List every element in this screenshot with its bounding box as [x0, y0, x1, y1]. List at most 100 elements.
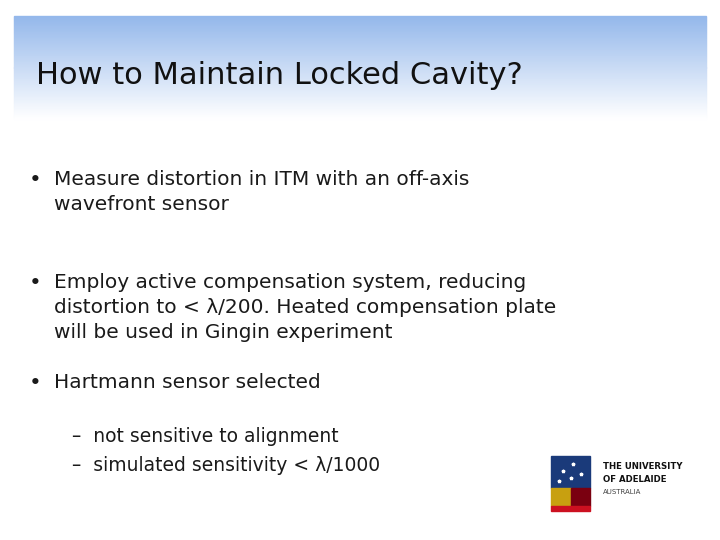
Bar [14, 49, 706, 50]
Text: Employ active compensation system, reducing
distortion to < λ/200. Heated compen: Employ active compensation system, reduc… [54, 273, 557, 342]
Text: OF ADELAIDE: OF ADELAIDE [603, 475, 667, 484]
Bar [14, 21, 706, 22]
Bar [14, 26, 706, 28]
Bar [14, 34, 706, 35]
Bar [14, 32, 706, 33]
Bar [14, 72, 706, 73]
Bar [14, 84, 706, 85]
Bar [14, 54, 706, 55]
Text: –  not sensitive to alignment: – not sensitive to alignment [72, 427, 338, 446]
Bar [14, 51, 706, 52]
Bar [14, 25, 706, 26]
Text: How to Maintain Locked Cavity?: How to Maintain Locked Cavity? [36, 61, 523, 90]
Bar [14, 81, 706, 82]
Bar [14, 86, 706, 87]
Bar [14, 17, 706, 18]
Bar [14, 70, 706, 71]
Bar [14, 52, 706, 53]
Text: Hartmann sensor selected: Hartmann sensor selected [54, 373, 320, 392]
Text: •: • [29, 373, 42, 393]
Bar [14, 37, 706, 38]
Bar [14, 111, 706, 112]
Bar [14, 93, 706, 94]
Text: –  simulated sensitivity < λ/1000: – simulated sensitivity < λ/1000 [72, 456, 380, 475]
Bar [14, 76, 706, 77]
Text: THE UNIVERSITY: THE UNIVERSITY [603, 462, 683, 470]
Bar [14, 95, 706, 96]
Bar [14, 68, 706, 69]
Bar [14, 101, 706, 102]
Bar [14, 48, 706, 49]
Bar [14, 16, 706, 17]
Polygon shape [571, 488, 590, 506]
Bar [14, 38, 706, 39]
Bar [14, 92, 706, 93]
Bar [14, 47, 706, 48]
Bar [14, 80, 706, 81]
Bar [14, 50, 706, 51]
Bar [14, 88, 706, 89]
Bar [14, 77, 706, 78]
Bar [14, 62, 706, 63]
Bar [14, 109, 706, 110]
Bar [14, 89, 706, 90]
Bar [14, 72, 706, 73]
Bar [14, 35, 706, 36]
Bar [14, 19, 706, 21]
Bar [14, 114, 706, 116]
Bar [14, 31, 706, 32]
Bar [14, 85, 706, 86]
Bar [14, 69, 706, 70]
Bar [14, 23, 706, 24]
Bar [14, 79, 706, 80]
Bar [14, 91, 706, 92]
Bar [14, 24, 706, 25]
Bar [14, 30, 706, 31]
Bar [14, 29, 706, 30]
Bar [14, 97, 706, 98]
Bar [14, 43, 706, 44]
Bar [14, 105, 706, 106]
Bar [14, 36, 706, 37]
Bar [14, 118, 706, 119]
Polygon shape [551, 488, 571, 506]
Bar [14, 104, 706, 105]
Bar [14, 78, 706, 79]
Bar [14, 100, 706, 101]
Bar [14, 40, 706, 41]
Bar [14, 71, 706, 72]
Bar [14, 87, 706, 88]
Bar [14, 73, 706, 75]
Bar [14, 96, 706, 97]
Bar [14, 65, 706, 66]
Bar [14, 59, 706, 60]
Bar [14, 60, 706, 62]
Bar [14, 106, 706, 107]
Bar [14, 107, 706, 109]
Polygon shape [551, 506, 590, 511]
Bar [14, 112, 706, 113]
Bar [14, 110, 706, 111]
Bar [14, 28, 706, 29]
Text: AUSTRALIA: AUSTRALIA [603, 489, 642, 496]
Bar [14, 39, 706, 40]
Bar [14, 99, 706, 100]
Bar [14, 42, 706, 43]
Bar [14, 90, 706, 91]
Text: •: • [29, 273, 42, 293]
Bar [14, 116, 706, 117]
Bar [14, 55, 706, 56]
Text: •: • [29, 170, 42, 190]
Bar [14, 98, 706, 99]
Bar [14, 82, 706, 83]
Bar [14, 57, 706, 58]
Bar [14, 117, 706, 118]
Bar [14, 94, 706, 95]
Bar [14, 22, 706, 23]
Bar [14, 53, 706, 54]
Polygon shape [551, 456, 590, 488]
Text: Measure distortion in ITM with an off-axis
wavefront sensor: Measure distortion in ITM with an off-ax… [54, 170, 469, 214]
Bar [14, 44, 706, 45]
Bar [14, 83, 706, 84]
Bar [14, 64, 706, 65]
